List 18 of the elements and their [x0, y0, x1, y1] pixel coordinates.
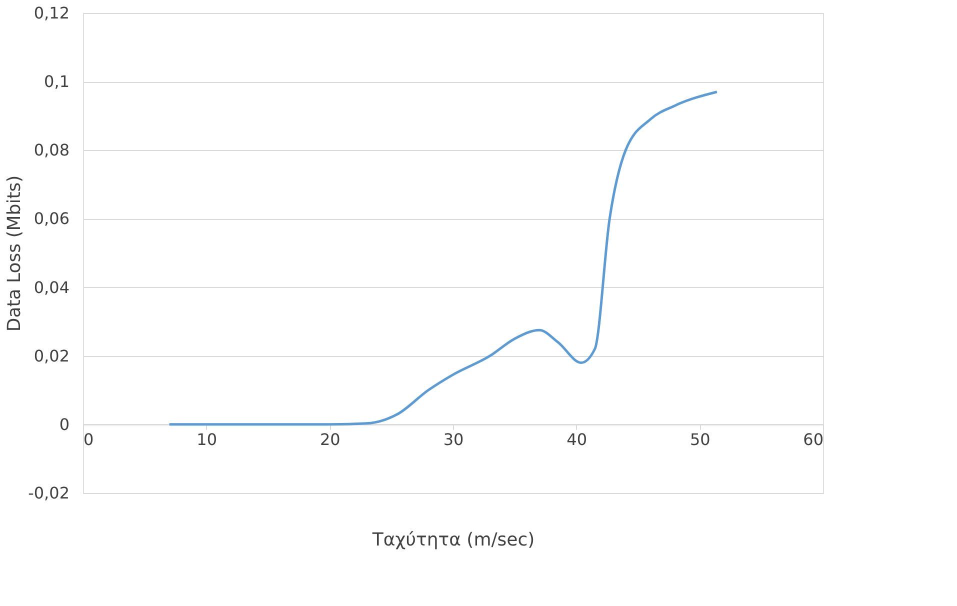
- y-tick-label: 0,1: [44, 72, 70, 92]
- y-tick-label: 0,06: [34, 209, 70, 228]
- x-tick-label: 30: [443, 430, 464, 449]
- x-tick-label: 50: [690, 430, 710, 449]
- line-series: [168, 90, 718, 426]
- x-axis-title: Ταχύτητα (m/sec): [371, 530, 535, 550]
- x-tick-label: 10: [196, 430, 218, 449]
- y-tick-label: 0: [59, 414, 70, 434]
- y-tick-label: 0,12: [34, 4, 70, 22]
- y-tick-label: 0,08: [34, 140, 70, 160]
- x-tick-label: 20: [320, 430, 340, 449]
- x-tick-label: 60: [803, 430, 824, 449]
- y-tick-label: 0,04: [34, 278, 70, 297]
- x-tick-label: 40: [566, 430, 588, 449]
- y-tick-label: -0,02: [28, 484, 70, 502]
- y-tick-label: 0,02: [34, 346, 70, 366]
- x-tick-label: 0: [84, 430, 94, 449]
- y-axis-title: Data Loss (Mbits): [4, 175, 26, 332]
